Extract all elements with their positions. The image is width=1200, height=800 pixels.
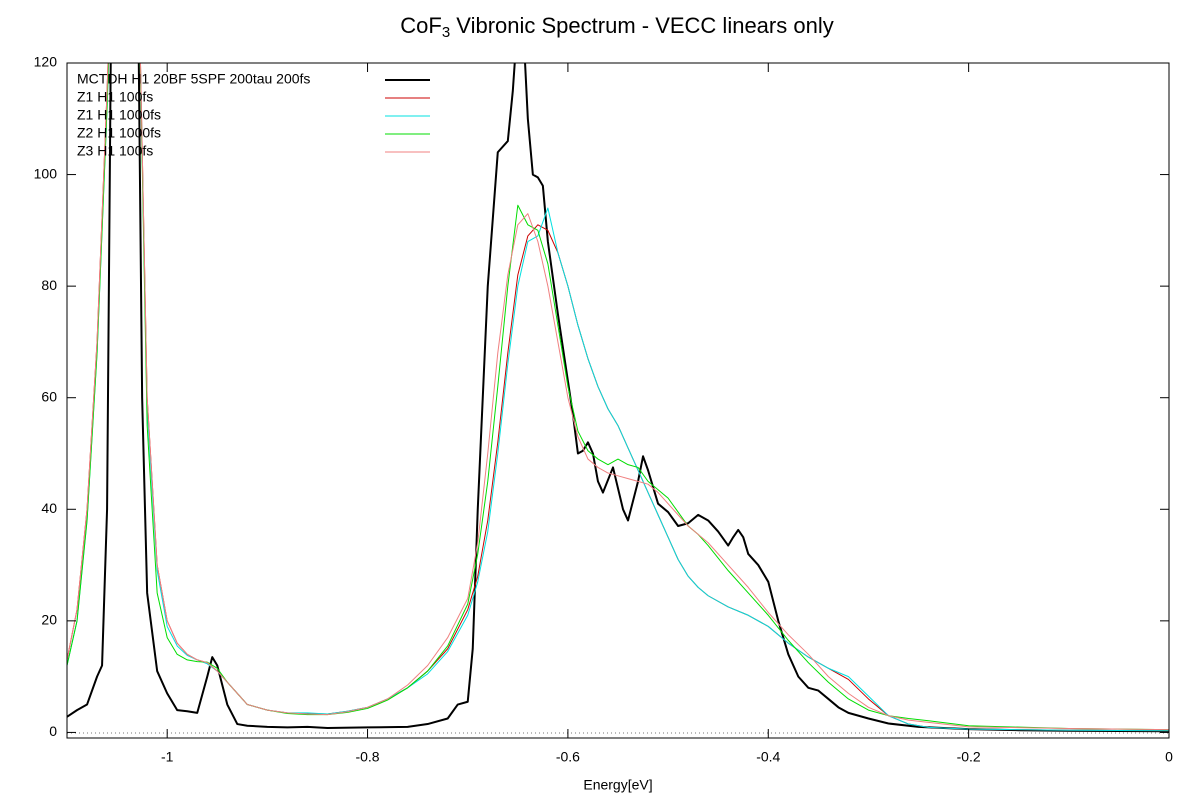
series-line bbox=[67, 63, 1169, 732]
x-tick-label: -0.2 bbox=[957, 749, 981, 765]
x-tick-label: -0.4 bbox=[756, 749, 780, 765]
series-line bbox=[67, 63, 1169, 731]
y-tick-label: 40 bbox=[41, 500, 57, 516]
x-tick-label: 0 bbox=[1165, 749, 1173, 765]
legend-label: Z1 H1 1000fs bbox=[77, 107, 161, 123]
y-tick-label: 0 bbox=[49, 723, 57, 739]
legend-label: Z1 H1 100fs bbox=[77, 89, 153, 105]
title-part: Vibronic Spectrum - VECC linears only bbox=[450, 13, 834, 38]
legend-label: Z3 H1 100fs bbox=[77, 143, 153, 159]
series-line bbox=[67, 63, 1169, 732]
plot-frame bbox=[66, 62, 1170, 739]
y-tick-label: 60 bbox=[41, 388, 57, 404]
y-tick-label: 20 bbox=[41, 612, 57, 628]
title-part: CoF bbox=[400, 13, 442, 38]
y-tick-label: 120 bbox=[34, 54, 58, 70]
legend-label: Z2 H1 1000fs bbox=[77, 125, 161, 141]
series-line bbox=[67, 63, 1169, 731]
x-tick-label: -0.6 bbox=[556, 749, 580, 765]
legend-label: MCTDH H1 20BF 5SPF 200tau 200fs bbox=[77, 71, 310, 87]
y-tick-label: 100 bbox=[34, 165, 58, 181]
x-tick-label: -0.8 bbox=[355, 749, 379, 765]
plot-area bbox=[67, 63, 1169, 733]
x-axis-label: Energy[eV] bbox=[583, 777, 652, 793]
series-line bbox=[67, 63, 1169, 733]
title-subscript: 3 bbox=[442, 24, 450, 41]
y-tick-label: 80 bbox=[41, 277, 57, 293]
chart-title: CoF3 Vibronic Spectrum - VECC linears on… bbox=[400, 13, 833, 41]
x-tick-label: -1 bbox=[161, 749, 174, 765]
